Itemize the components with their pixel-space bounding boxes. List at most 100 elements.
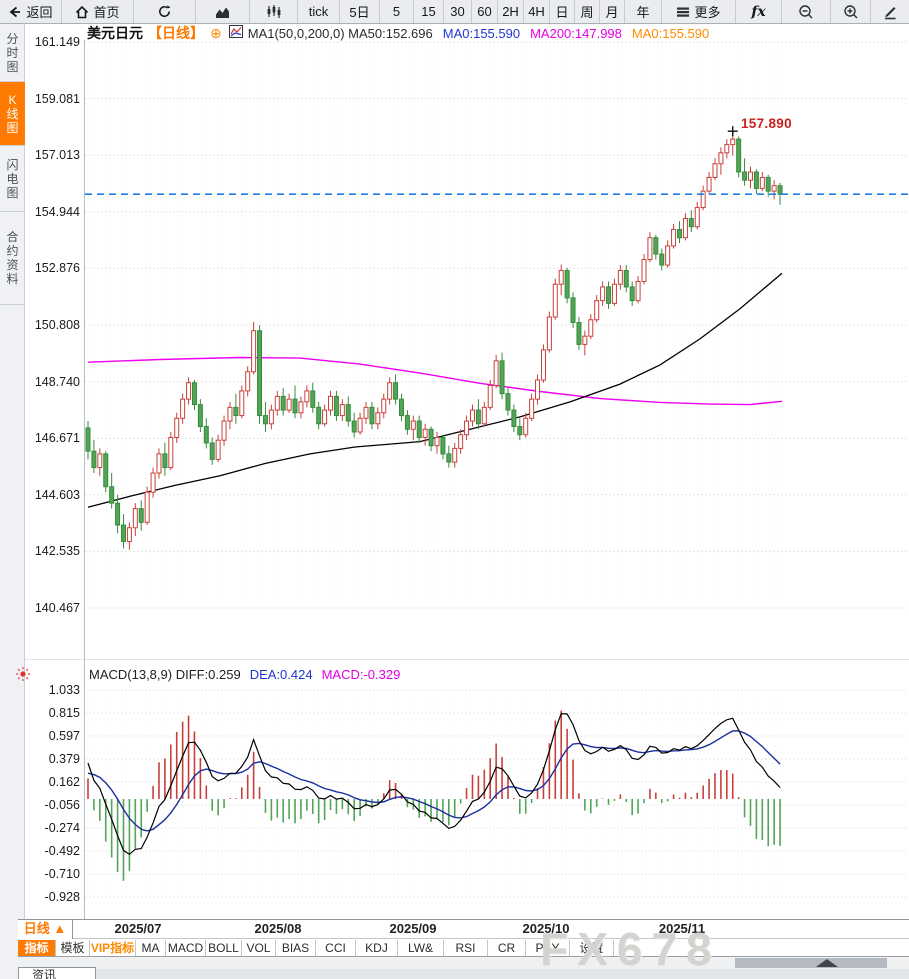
bottom-strip [0, 969, 909, 979]
refresh-icon [157, 4, 172, 19]
add-compare-icon[interactable]: ⊕ [210, 24, 222, 41]
tab-ma[interactable]: MA [136, 940, 166, 956]
area-chart-icon [215, 5, 230, 19]
y-axis-tick-label: -0.928 [44, 890, 80, 904]
top-toolbar: 返回 首页 tick 5日 5 15 30 60 2H 4H 日 周 月 年 更… [0, 0, 909, 24]
y-axis-tick-label: 157.013 [34, 148, 80, 163]
main-price-chart[interactable] [85, 24, 909, 660]
tab-lwr[interactable]: LW& [398, 940, 444, 956]
sidebar-tab-contract-info[interactable]: 合约资料 [0, 212, 25, 305]
x-label-jul: 2025/07 [114, 921, 162, 936]
sidebar-tab-lightning[interactable]: 闪电图 [0, 146, 25, 212]
menu-icon [676, 6, 690, 18]
y-axis-tick-label: 148.740 [34, 374, 80, 389]
macd-indicator-chart[interactable] [85, 660, 909, 919]
y-axis-tick-label: 140.467 [34, 601, 80, 615]
home-button[interactable]: 首页 [62, 0, 134, 23]
zoom-out-button[interactable] [782, 0, 831, 23]
y-axis-tick-label: -0.056 [44, 798, 80, 812]
zoom-in-button[interactable] [831, 0, 871, 23]
sidebar-tab-timeline[interactable]: 分时图 [0, 24, 25, 82]
x-axis-row: 日线 ▲ 2025/07 2025/08 2025/09 2025/10 202… [18, 919, 909, 939]
news-tab[interactable]: 资讯 [18, 967, 96, 979]
back-icon [8, 5, 22, 19]
y-axis-tick-label: 161.149 [34, 35, 80, 49]
y-axis-tick-label: 150.808 [34, 318, 80, 332]
candlestick-icon [266, 4, 282, 19]
y-axis-tick-label: 142.535 [34, 544, 80, 559]
interval-week[interactable]: 周 [575, 0, 600, 23]
ma0-blue-value: MA0:155.590 [442, 25, 521, 41]
interval-month[interactable]: 月 [600, 0, 625, 23]
tab-settings[interactable]: 设置 [570, 940, 614, 956]
refresh-button[interactable] [134, 0, 196, 23]
x-label-aug: 2025/08 [254, 921, 302, 936]
period-label: 【日线】 [148, 25, 204, 41]
y-axis-tick-label: 152.876 [34, 261, 80, 276]
home-icon [75, 5, 89, 19]
interval-5d[interactable]: 5日 [340, 0, 380, 23]
tab-cr[interactable]: CR [488, 940, 526, 956]
mini-chart-icon [228, 25, 243, 41]
sidebar-tab-kline[interactable]: K线图 [0, 82, 25, 146]
tab-bias[interactable]: BIAS [276, 940, 316, 956]
y-axis-tick-label: 0.162 [48, 775, 80, 789]
y-axis-border [84, 40, 85, 919]
tab-vip-indicators[interactable]: VIP指标 [90, 940, 136, 956]
zoom-in-icon [843, 4, 859, 20]
y-axis-tick-label: 146.671 [34, 431, 80, 446]
tab-cci[interactable]: CCI [316, 940, 356, 956]
horizontal-scrollbar[interactable] [18, 957, 909, 969]
y-axis-tick-label: 159.081 [34, 91, 80, 106]
interval-15m[interactable]: 15 [414, 0, 444, 23]
y-axis-tick-label: 154.944 [34, 204, 80, 219]
high-price-annotation: 157.890 [741, 116, 792, 131]
x-label-sep: 2025/09 [389, 921, 437, 936]
scrollbar-arrow-icon[interactable] [816, 959, 838, 967]
tab-templates[interactable]: 模板 [56, 940, 90, 956]
y-axis-tick-label: 144.603 [34, 487, 80, 502]
tab-rsi[interactable]: RSI [444, 940, 488, 956]
more-button[interactable]: 更多 [662, 0, 736, 23]
back-button[interactable]: 返回 [0, 0, 62, 23]
x-label-oct: 2025/10 [522, 921, 570, 936]
period-selector[interactable]: 日线 ▲ [18, 920, 73, 939]
left-sidebar: 分时图 K线图 闪电图 合约资料 [0, 24, 25, 979]
ma200-value: MA200:147.998 [530, 25, 622, 41]
interval-year[interactable]: 年 [625, 0, 662, 23]
interval-30m[interactable]: 30 [444, 0, 472, 23]
scrollbar-thumb[interactable] [735, 958, 887, 968]
x-label-nov: 2025/11 [658, 921, 706, 936]
main-chart-header: 美元日元 【日线】 ⊕ MA1(50,0,200,0) MA50:152.696… [87, 24, 710, 42]
tab-macd[interactable]: MACD [166, 940, 206, 956]
tab-indicators[interactable]: 指标 [18, 940, 56, 956]
y-axis-tick-label: -0.492 [44, 844, 80, 858]
y-axis-tick-label: -0.274 [44, 821, 80, 835]
y-axis-tick-label: 0.815 [48, 706, 80, 720]
interval-60m[interactable]: 60 [472, 0, 498, 23]
ma-formula-value: MA1(50,0,200,0) MA50:152.696 [247, 25, 433, 41]
tab-psy[interactable]: PSY [526, 940, 570, 956]
interval-4h[interactable]: 4H [524, 0, 550, 23]
indicator-settings-icon[interactable] [15, 666, 31, 687]
macd-dea-value: DEA:0.424 [249, 667, 313, 682]
interval-tick[interactable]: tick [298, 0, 340, 23]
interval-5m[interactable]: 5 [380, 0, 414, 23]
candlestick-button[interactable] [250, 0, 298, 23]
zoom-out-icon [798, 4, 814, 20]
macd-formula-value: MACD(13,8,9) DIFF:0.259 [89, 667, 241, 682]
tab-boll[interactable]: BOLL [206, 940, 242, 956]
ma0-orange-value: MA0:155.590 [631, 25, 710, 41]
interval-day[interactable]: 日 [550, 0, 575, 23]
formula-fx-button[interactable]: fx [736, 0, 782, 23]
bottom-left-filler [0, 919, 18, 979]
area-chart-button[interactable] [196, 0, 250, 23]
macd-hist-value: MACD:-0.329 [321, 667, 401, 682]
tab-vol[interactable]: VOL [242, 940, 276, 956]
interval-2h[interactable]: 2H [498, 0, 524, 23]
draw-tool-button[interactable] [871, 0, 909, 23]
fx-icon: fx [751, 3, 766, 20]
y-axis-tick-label: 0.597 [48, 729, 80, 743]
tab-kdj[interactable]: KDJ [356, 940, 398, 956]
